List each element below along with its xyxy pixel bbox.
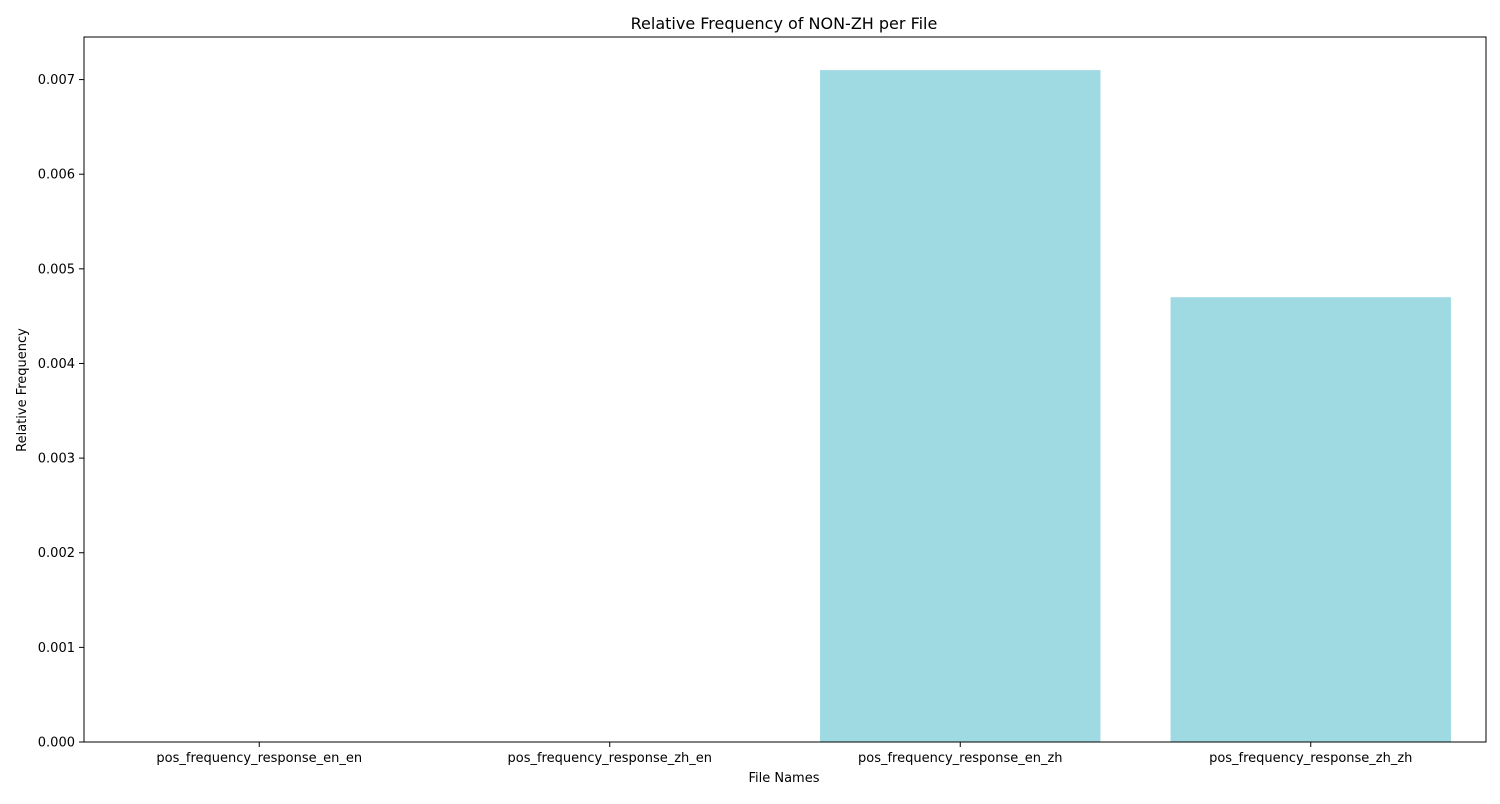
y-tick-label: 0.005 (38, 262, 75, 277)
bar-pos_frequency_response_en_zh (820, 70, 1101, 743)
y-tick-label: 0.000 (38, 736, 75, 751)
y-tick-label: 0.003 (38, 452, 75, 467)
bar-pos_frequency_response_zh_zh (1170, 297, 1451, 742)
x-axis-ticks: pos_frequency_response_en_en pos_frequenc… (156, 742, 1412, 766)
x-axis-label: File Names (748, 771, 819, 786)
y-tick-label: 0.007 (38, 73, 75, 88)
y-tick-label: 0.004 (38, 357, 75, 372)
y-tick-label: 0.002 (38, 546, 75, 561)
x-tick-label: pos_frequency_response_en_en (156, 751, 362, 766)
y-axis-label: Relative Frequency (15, 328, 30, 452)
x-tick-label: pos_frequency_response_zh_en (507, 751, 712, 766)
x-tick-label: pos_frequency_response_zh_zh (1209, 751, 1412, 766)
x-tick-label: pos_frequency_response_en_zh (858, 751, 1063, 766)
y-tick-label: 0.001 (38, 641, 75, 656)
chart-title: Relative Frequency of NON-ZH per File (631, 14, 938, 33)
y-axis-ticks: 0.000 0.001 0.002 0.003 0.004 0.005 0.006 0.007 (38, 73, 84, 751)
axes-frame (83, 36, 1487, 743)
y-tick-label: 0.006 (38, 168, 75, 183)
bars-layer (820, 70, 1451, 743)
